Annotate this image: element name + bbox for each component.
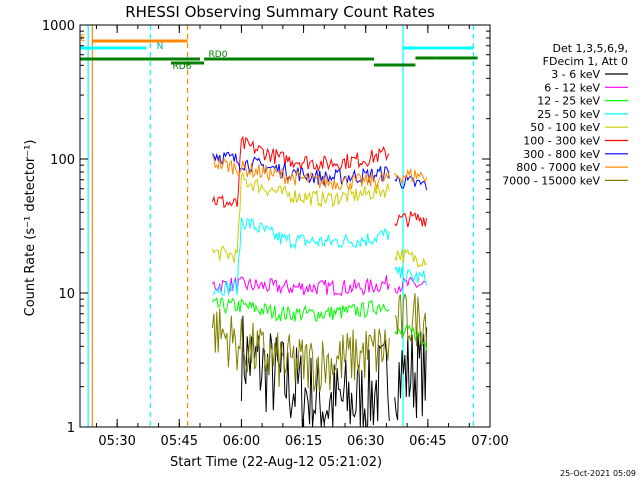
x-tick-label: 06:45: [409, 434, 446, 449]
series-line: [394, 327, 428, 421]
x-tick-label: 07:00: [471, 434, 508, 449]
legend-entry-label: 300 - 800 keV: [523, 148, 600, 161]
series-line: [394, 266, 428, 286]
state-label: RD6: [173, 62, 192, 72]
legend-entry-label: 25 - 50 keV: [537, 108, 600, 121]
series-line: [212, 275, 390, 297]
legend-entry-label: 7000 - 15000 keV: [502, 174, 600, 187]
plot-frame: [79, 24, 491, 428]
series-line: [394, 324, 428, 352]
x-axis-label: Start Time (22-Aug-12 05:21:02): [170, 455, 382, 470]
series-line: [394, 293, 428, 348]
legend-entry-label: 100 - 300 keV: [523, 135, 600, 148]
series-line: [394, 175, 428, 191]
x-tick-label: 05:45: [161, 434, 198, 449]
series-line: [394, 248, 427, 268]
series-line: [211, 171, 390, 264]
legend-entry-label: 6 - 12 keV: [544, 81, 600, 94]
series-line: [394, 168, 428, 185]
series-line: [211, 296, 390, 322]
x-tick-label: 06:00: [223, 434, 260, 449]
series-line: [212, 217, 390, 297]
legend-entry-label: 800 - 7000 keV: [516, 161, 600, 174]
chart-title: RHESSI Observing Summary Count Rates: [125, 3, 435, 21]
y-axis-label: Count Rate (s⁻¹ detector⁻¹): [23, 140, 38, 317]
series-line: [211, 308, 390, 393]
plot-area: RD0 RD6 N E: [80, 25, 478, 428]
legend-header: Det 1,3,5,6,9,: [552, 42, 628, 55]
x-tick-label: 05:30: [98, 434, 135, 449]
y-tick-label: 1: [67, 421, 75, 436]
legend-entry-label: 3 - 6 keV: [551, 68, 600, 81]
y-tick-label: 100: [50, 153, 75, 168]
state-label: N: [157, 42, 164, 52]
y-tick-label: 10: [58, 287, 75, 302]
legend: Det 1,3,5,6,9,FDecim 1, Att 03 - 6 keV6 …: [502, 42, 628, 187]
y-tick-label: 1000: [42, 19, 75, 34]
legend-entry-label: 12 - 25 keV: [537, 95, 600, 108]
legend-entry-label: 50 - 100 keV: [530, 121, 600, 134]
state-label: RD0: [209, 50, 228, 60]
series-line: [240, 315, 390, 428]
series-line: [394, 211, 428, 228]
legend-header: FDecim 1, Att 0: [543, 55, 628, 68]
series-line: [394, 276, 427, 294]
state-label: E: [80, 34, 86, 44]
x-tick-label: 06:30: [347, 434, 384, 449]
axes: 1 10 100 1000 05:30 05:45 06:00 06:15 06:30 06:45…: [42, 19, 509, 449]
x-tick-label: 06:15: [285, 434, 322, 449]
series-line: [211, 155, 390, 191]
footer-timestamp: 25-Oct-2021 05:09: [560, 469, 636, 478]
